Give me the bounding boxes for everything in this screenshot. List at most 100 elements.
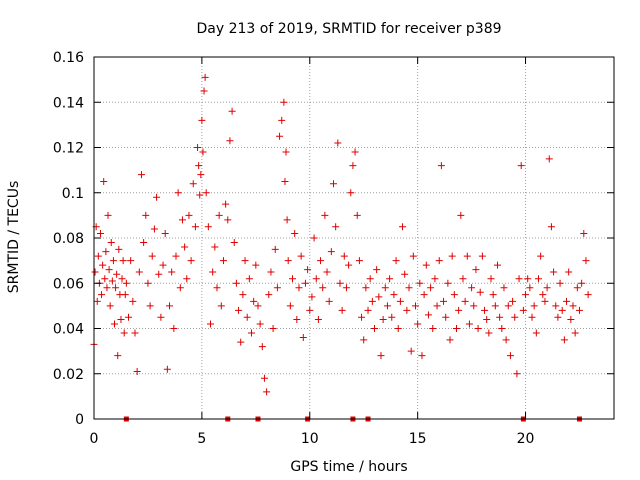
- data-point: [189, 180, 197, 188]
- data-point: [306, 306, 314, 314]
- data-point: [340, 252, 348, 260]
- data-point: [539, 291, 547, 299]
- data-point: [159, 261, 167, 269]
- data-point: [578, 279, 586, 287]
- data-point: [511, 313, 519, 321]
- data-point: [435, 257, 443, 265]
- data-point: [304, 266, 312, 274]
- data-point: [289, 275, 297, 283]
- data-point: [310, 234, 318, 242]
- data-point: [457, 211, 465, 219]
- x-tick-label: 20: [517, 431, 535, 447]
- data-point: [481, 306, 489, 314]
- data-point: [308, 293, 316, 301]
- data-point: [197, 171, 205, 179]
- data-point: [565, 268, 573, 276]
- data-point: [349, 162, 357, 170]
- data-point: [219, 257, 227, 265]
- data-point: [431, 275, 439, 283]
- data-point: [286, 302, 294, 310]
- data-point: [176, 284, 184, 292]
- data-point: [522, 291, 530, 299]
- data-point: [144, 279, 152, 287]
- data-point: [245, 275, 253, 283]
- data-point: [545, 155, 553, 163]
- data-point: [217, 302, 225, 310]
- data-point: [226, 137, 234, 145]
- data-point: [411, 302, 419, 310]
- data-point: [209, 268, 217, 276]
- y-tick-label: 0.04: [53, 322, 84, 338]
- data-point: [377, 352, 385, 360]
- data-point: [250, 297, 258, 305]
- data-point: [342, 284, 350, 292]
- data-point: [424, 311, 432, 319]
- data-point: [502, 336, 510, 344]
- data-point: [241, 257, 249, 265]
- data-point: [474, 325, 482, 332]
- data-point: [345, 261, 353, 269]
- data-point: [114, 352, 122, 360]
- data-point: [394, 325, 402, 332]
- data-point: [93, 297, 101, 305]
- data-point: [390, 291, 398, 299]
- data-point: [543, 284, 551, 292]
- data-point: [509, 297, 517, 305]
- data-point: [325, 297, 333, 305]
- data-point: [353, 211, 361, 219]
- data-point: [370, 325, 378, 332]
- data-point: [556, 279, 564, 287]
- data-point: [534, 275, 542, 283]
- x-tick-label: 15: [409, 431, 427, 447]
- data-point: [183, 275, 191, 283]
- data-point: [440, 297, 448, 305]
- data-point: [280, 98, 288, 106]
- data-point: [582, 257, 590, 265]
- data-point: [170, 325, 178, 332]
- data-point: [483, 315, 491, 323]
- data-point: [228, 107, 236, 115]
- data-point: [278, 116, 286, 124]
- data-point: [273, 284, 281, 292]
- data-point: [204, 223, 212, 231]
- data-point: [433, 302, 441, 310]
- data-point: [248, 329, 256, 337]
- data-point: [513, 370, 521, 378]
- data-point: [150, 225, 158, 233]
- data-point: [172, 252, 180, 260]
- data-point: [575, 306, 583, 314]
- data-point: [537, 252, 545, 260]
- data-point: [91, 268, 99, 276]
- data-point: [500, 284, 508, 292]
- data-point: [194, 144, 202, 151]
- data-point: [444, 279, 452, 287]
- data-point: [230, 239, 238, 247]
- data-point: [239, 291, 247, 299]
- data-point: [552, 302, 560, 310]
- data-point: [301, 279, 309, 287]
- plot-border: [93, 56, 615, 420]
- data-point: [327, 248, 335, 256]
- data-point: [112, 284, 120, 292]
- data-point: [358, 313, 366, 321]
- data-point: [122, 279, 130, 287]
- data-point: [448, 252, 456, 260]
- data-point: [260, 374, 268, 382]
- data-point: [211, 243, 219, 251]
- data-point: [119, 257, 127, 265]
- data-point: [200, 87, 208, 95]
- data-point: [485, 329, 493, 337]
- y-tick-label: 0.1: [62, 186, 84, 202]
- data-point: [258, 343, 266, 351]
- data-point: [153, 193, 161, 201]
- data-point: [524, 275, 532, 283]
- data-point: [283, 216, 291, 224]
- data-point: [168, 268, 176, 276]
- data-point: [569, 302, 577, 310]
- data-point: [493, 261, 501, 269]
- data-point: [446, 336, 454, 344]
- y-tick-label: 0.16: [53, 50, 84, 66]
- data-point: [115, 245, 123, 253]
- data-point: [224, 216, 232, 224]
- data-point: [103, 284, 111, 292]
